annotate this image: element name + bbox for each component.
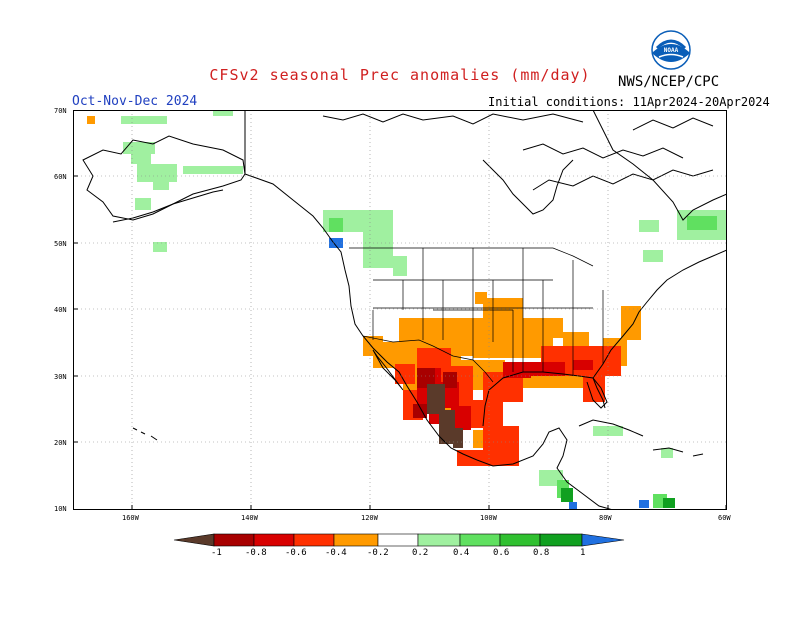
agency-label: NWS/NCEP/CPC bbox=[618, 74, 720, 90]
svg-text:NOAA: NOAA bbox=[664, 47, 679, 54]
colorbar bbox=[173, 533, 625, 547]
colorbar-label-m1: -1 bbox=[211, 548, 222, 558]
lat-label-20n: 20N bbox=[54, 439, 67, 447]
colorbar-swatch-6 bbox=[417, 533, 461, 547]
lat-label-70n: 70N bbox=[54, 107, 67, 115]
lat-label-40n: 40N bbox=[54, 306, 67, 314]
lon-label-160w: 160W bbox=[122, 514, 139, 522]
graticule bbox=[73, 110, 727, 510]
map-panel bbox=[73, 110, 727, 510]
season-label: Oct-Nov-Dec 2024 bbox=[72, 94, 198, 109]
colorbar-swatch-10 bbox=[581, 533, 625, 547]
axis-ticks bbox=[73, 110, 727, 510]
map-frame bbox=[73, 110, 727, 510]
colorbar-swatch-1 bbox=[213, 533, 255, 547]
colorbar-label-p02: 0.2 bbox=[412, 548, 429, 558]
wet-anomaly-max bbox=[329, 238, 649, 510]
lon-label-60w: 60W bbox=[718, 514, 731, 522]
lon-label-120w: 120W bbox=[361, 514, 378, 522]
colorbar-swatch-5 bbox=[377, 533, 419, 547]
colorbar-swatch-7 bbox=[459, 533, 501, 547]
noaa-logo-icon: NOAA bbox=[651, 30, 691, 70]
colorbar-label-p08: 0.8 bbox=[533, 548, 550, 558]
initial-conditions-label: Initial conditions: 11Apr2024-20Apr2024 bbox=[488, 95, 770, 109]
wet-anomaly-strong bbox=[561, 488, 675, 508]
colorbar-label-m06: -0.6 bbox=[285, 548, 307, 558]
colorbar-swatch-2 bbox=[253, 533, 295, 547]
lat-label-30n: 30N bbox=[54, 373, 67, 381]
colorbar-swatch-0 bbox=[173, 533, 215, 547]
lon-label-140w: 140W bbox=[241, 514, 258, 522]
political-borders bbox=[349, 247, 604, 383]
colorbar-swatch-9 bbox=[539, 533, 583, 547]
colorbar-swatch-8 bbox=[499, 533, 541, 547]
colorbar-label-m02: -0.2 bbox=[367, 548, 389, 558]
lon-label-80w: 80W bbox=[599, 514, 612, 522]
dry-anomaly-extreme bbox=[427, 384, 463, 448]
lat-label-10n: 10N bbox=[54, 505, 67, 513]
map-title: CFSv2 seasonal Prec anomalies (mm/day) bbox=[209, 66, 591, 84]
colorbar-label-p04: 0.4 bbox=[453, 548, 470, 558]
lat-label-50n: 50N bbox=[54, 240, 67, 248]
colorbar-label-m08: -0.8 bbox=[245, 548, 267, 558]
colorbar-label-p1: 1 bbox=[580, 548, 586, 558]
lon-label-100w: 100W bbox=[480, 514, 497, 522]
colorbar-label-m04: -0.4 bbox=[325, 548, 347, 558]
colorbar-label-p06: 0.6 bbox=[493, 548, 510, 558]
colorbar-swatch-3 bbox=[293, 533, 335, 547]
lat-label-60n: 60N bbox=[54, 173, 67, 181]
coastlines bbox=[82, 110, 727, 510]
colorbar-swatch-4 bbox=[333, 533, 379, 547]
